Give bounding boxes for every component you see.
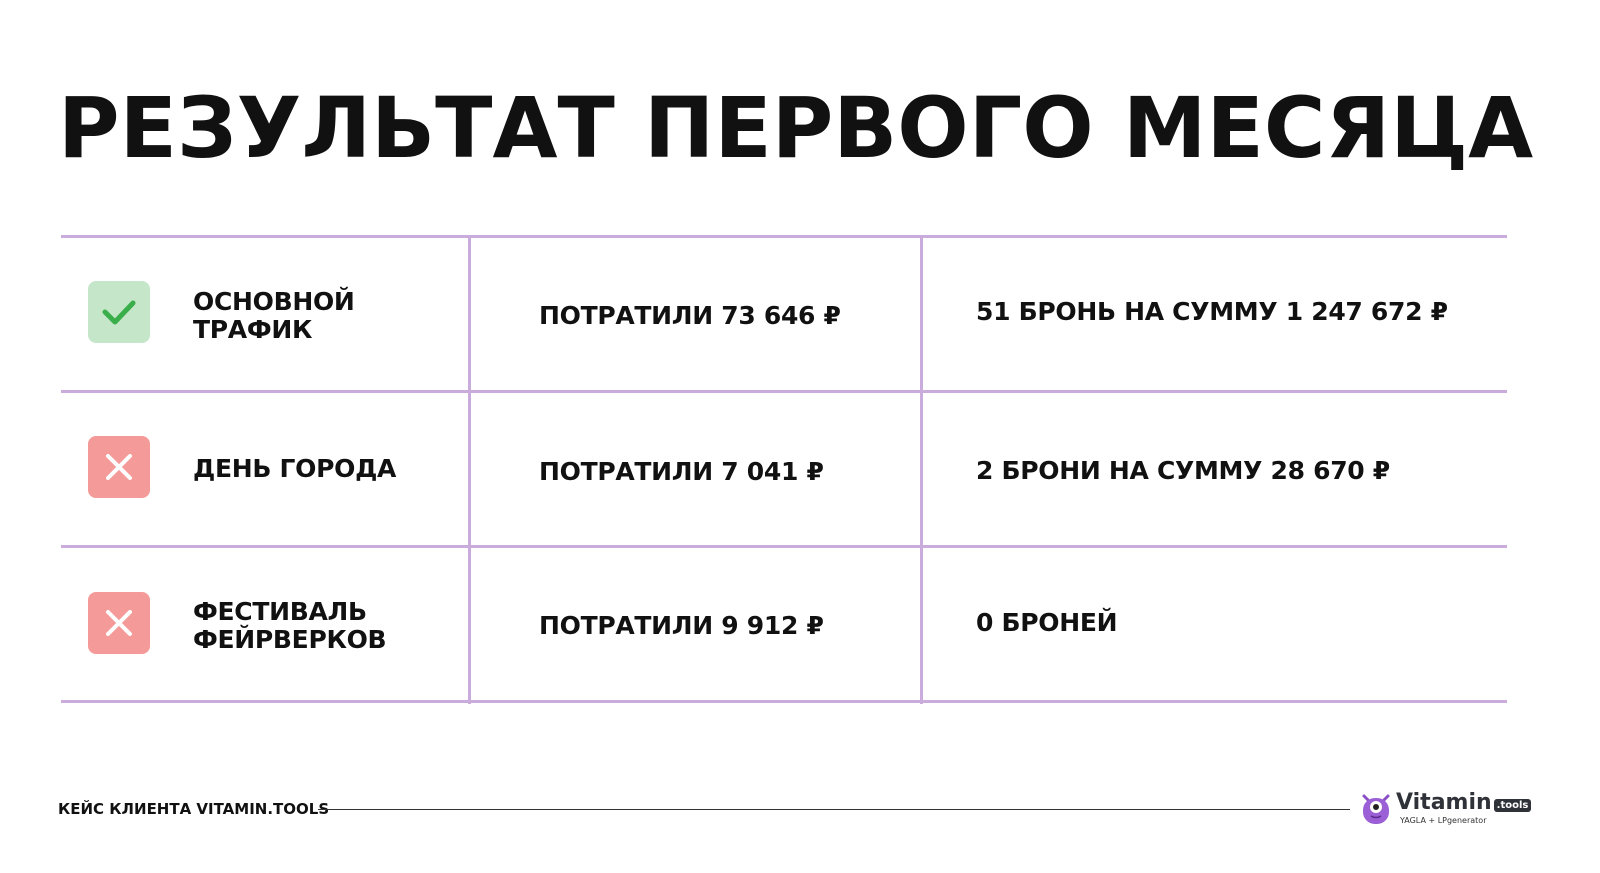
page-title: РЕЗУЛЬТАТ ПЕРВОГО МЕСЯЦА: [58, 79, 1534, 177]
check-icon: [88, 281, 150, 343]
row-name: ФЕСТИВАЛЬ ФЕЙРВЕРКОВ: [193, 597, 387, 654]
table-divider: [61, 390, 1507, 393]
row-name: ОСНОВНОЙ ТРАФИК: [193, 287, 355, 344]
vitamin-logo: Vitamin .tools YAGLA + LPgenerator: [1360, 790, 1532, 826]
row-name: ДЕНЬ ГОРОДА: [193, 454, 397, 483]
row-spent: ПОТРАТИЛИ 73 646 ₽: [539, 301, 841, 330]
logo-subtitle: YAGLA + LPgenerator: [1400, 816, 1487, 825]
row-result: 51 БРОНЬ НА СУММУ 1 247 672 ₽: [976, 297, 1448, 326]
column-divider: [468, 236, 471, 704]
logo-word: Vitamin: [1396, 790, 1492, 815]
cross-icon: [88, 592, 150, 654]
footer-divider: [318, 809, 1350, 810]
row-result: 0 БРОНЕЙ: [976, 608, 1118, 637]
row-result: 2 БРОНИ НА СУММУ 28 670 ₽: [976, 456, 1390, 485]
column-divider: [920, 236, 923, 704]
table-divider: [61, 545, 1507, 548]
row-spent: ПОТРАТИЛИ 7 041 ₽: [539, 457, 824, 486]
footer-caption: КЕЙС КЛИЕНТА VITAMIN.TOOLS: [58, 800, 330, 818]
table-divider: [61, 235, 1507, 238]
row-spent: ПОТРАТИЛИ 9 912 ₽: [539, 611, 824, 640]
mascot-icon: [1362, 794, 1390, 824]
table-divider: [61, 700, 1507, 703]
cross-icon: [88, 436, 150, 498]
logo-badge: .tools: [1493, 799, 1532, 812]
